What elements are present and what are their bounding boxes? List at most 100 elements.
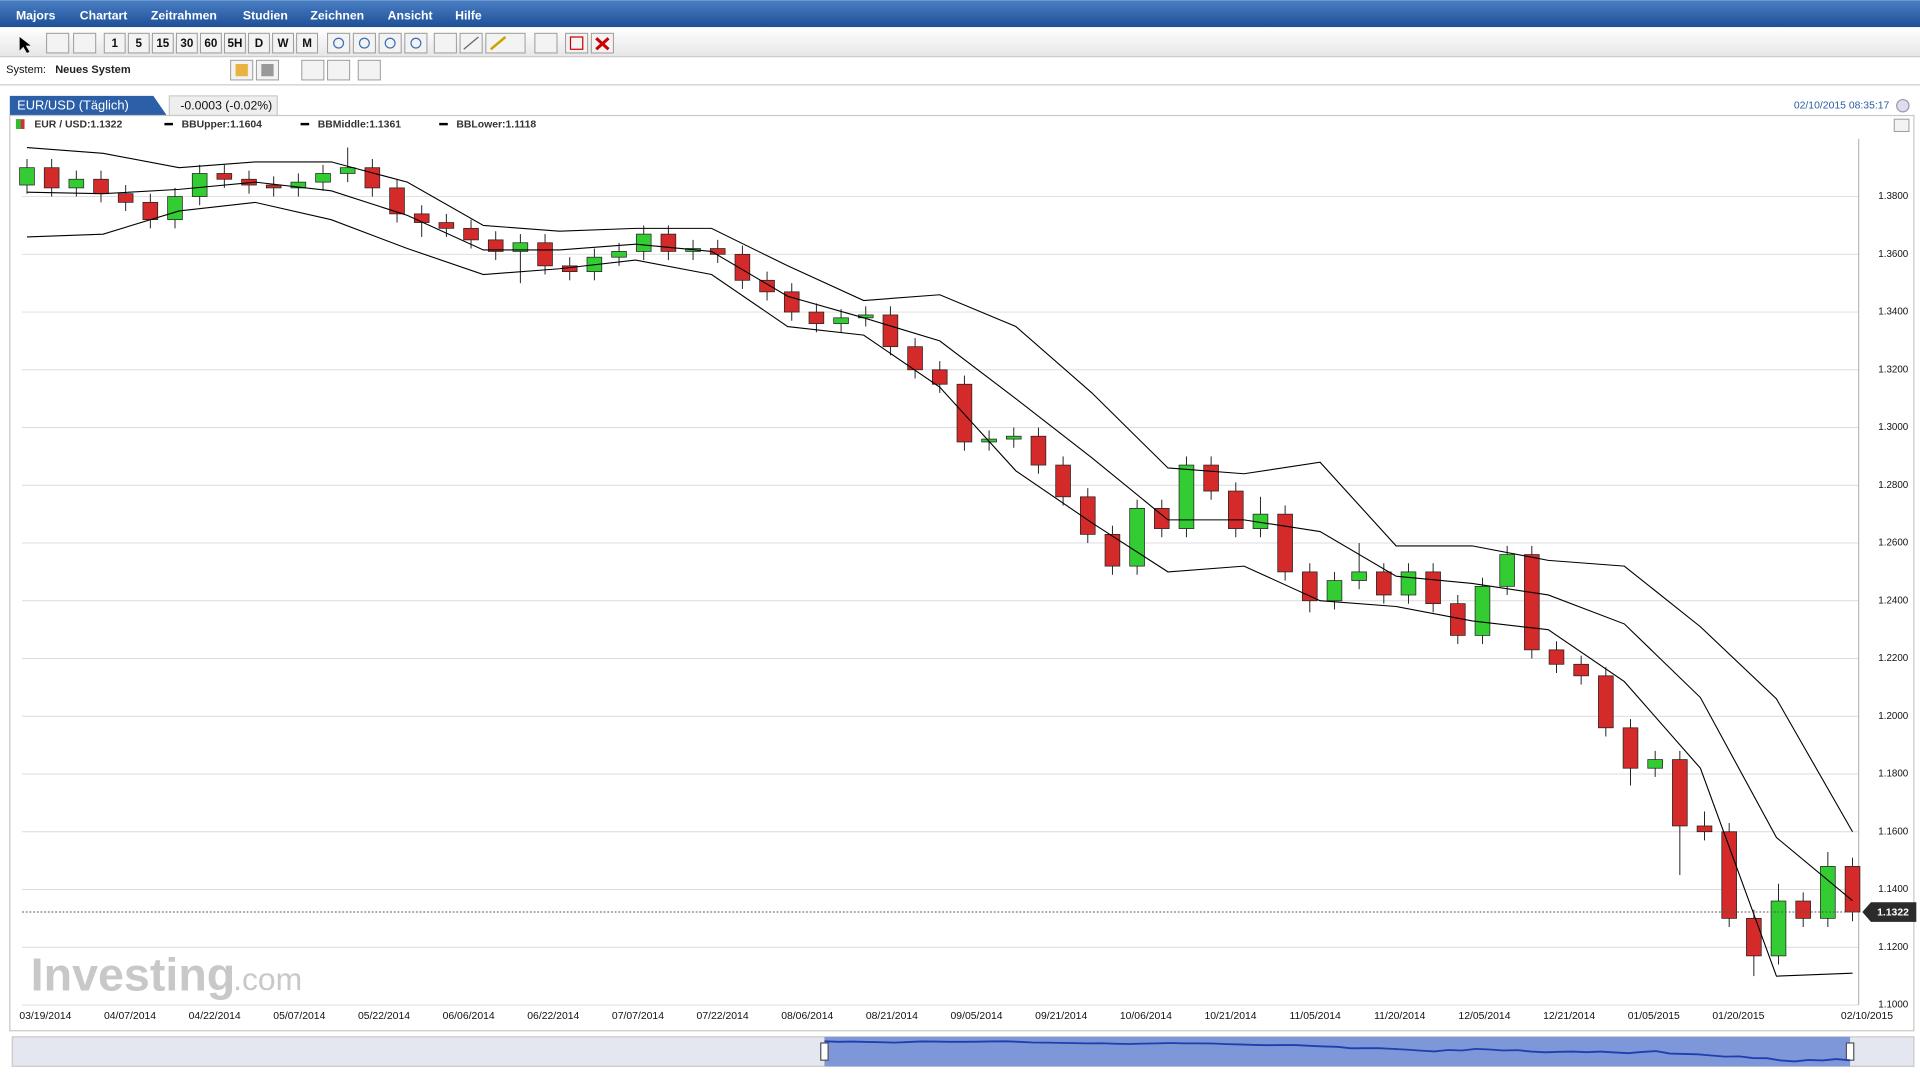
candle-body [1524, 554, 1540, 651]
legend-item: EUR / USD:1.1322 [34, 119, 122, 130]
legend-item: BBUpper:1.1604 [182, 119, 263, 130]
candle-body [1326, 580, 1343, 602]
candle-chart-button[interactable] [73, 32, 97, 54]
system-tools[interactable] [230, 59, 381, 81]
y-tick-label: 1.2400 [1878, 595, 1909, 606]
timestamp: 02/10/2015 08:35:17 [1794, 100, 1890, 111]
interval-button[interactable] [248, 32, 270, 54]
last-price-tag [1862, 902, 1917, 922]
x-tick-label: 09/05/2014 [951, 1011, 1003, 1022]
candle-body [1351, 571, 1367, 581]
menu-item[interactable]: Chartart [80, 8, 128, 22]
menu-item[interactable]: Zeichnen [310, 8, 364, 22]
legend-swatch [300, 122, 310, 126]
candle-body [635, 233, 652, 252]
candle-body [808, 311, 825, 324]
toolbar [0, 27, 1920, 57]
candle-body [1770, 900, 1787, 957]
x-tick-label: 11/20/2014 [1374, 1011, 1426, 1022]
candle-body [463, 227, 479, 241]
interval-label[interactable]: 60 [204, 37, 217, 50]
candle-body [1228, 490, 1244, 529]
y-tick-label: 1.2200 [1878, 653, 1909, 664]
interval-button[interactable] [272, 32, 294, 54]
candle-body [438, 222, 455, 229]
bollinger-band [26, 146, 1854, 833]
candle-body [1598, 675, 1614, 729]
candle-body [1672, 759, 1688, 827]
candle-body [167, 196, 183, 221]
interval-button[interactable] [296, 32, 318, 54]
interval-label[interactable]: 5 [136, 37, 143, 50]
candle-body [1005, 435, 1022, 440]
tab[interactable] [9, 95, 167, 116]
x-tick-label: 04/07/2014 [104, 1011, 156, 1022]
navigator-handle[interactable] [820, 1042, 829, 1061]
x-tick-label: 06/06/2014 [443, 1011, 495, 1022]
candle-body [1548, 649, 1565, 665]
navigator-handle[interactable] [1845, 1042, 1855, 1061]
x-tick-label: 07/07/2014 [612, 1011, 664, 1022]
candle-body [1844, 866, 1861, 913]
interval-button[interactable] [199, 32, 222, 54]
interval-label[interactable]: 30 [180, 37, 193, 50]
interval-label[interactable]: 15 [156, 37, 169, 50]
zoom-tools[interactable] [327, 32, 614, 54]
candle-body [1474, 585, 1491, 636]
menu-item[interactable]: Zeitrahmen [151, 8, 217, 22]
candle-body [537, 242, 553, 267]
tab-title: EUR/USD (Täglich) [17, 98, 129, 113]
legend-swatch [439, 122, 448, 126]
menu-item[interactable]: Majors [16, 8, 56, 22]
candle-body [1154, 508, 1170, 529]
x-tick-label: 05/07/2014 [273, 1011, 325, 1022]
cursor-tool[interactable] [19, 36, 31, 53]
x-tick-label: 09/21/2014 [1035, 1011, 1087, 1022]
minimize-button[interactable] [1893, 118, 1910, 132]
candle-body [1622, 727, 1639, 769]
interval-label[interactable]: 1 [111, 37, 118, 50]
menu-item[interactable]: Studien [243, 8, 288, 22]
watermark-brand: Investing [31, 948, 236, 1000]
interval-label[interactable]: 5H [227, 37, 242, 50]
refresh-button[interactable] [1896, 98, 1910, 113]
x-tick-label: 08/21/2014 [866, 1011, 918, 1022]
candle-body [389, 187, 405, 215]
candle-body [191, 173, 208, 197]
y-tick-label: 1.1200 [1878, 942, 1909, 953]
bar-chart-button[interactable] [46, 32, 70, 54]
menu-item[interactable]: Ansicht [388, 8, 433, 22]
y-tick-label: 1.2000 [1878, 711, 1909, 722]
candle-body [882, 314, 899, 348]
y-tick-label: 1.3600 [1878, 249, 1909, 260]
y-tick-label: 1.3200 [1878, 364, 1909, 375]
interval-button[interactable] [151, 32, 174, 54]
interval-button[interactable] [127, 32, 150, 54]
menu-item[interactable]: Hilfe [455, 8, 482, 22]
candle-body [117, 193, 134, 203]
candle-body [93, 178, 109, 195]
candle-body [1129, 508, 1145, 567]
candle-body [1795, 900, 1811, 919]
interval-button[interactable] [103, 32, 126, 54]
y-tick-label: 1.1400 [1878, 884, 1909, 895]
candle-body [1055, 464, 1071, 498]
candle-body [1647, 759, 1663, 769]
interval-label[interactable]: D [255, 37, 263, 50]
candle-body [1203, 464, 1219, 492]
candle-body [611, 251, 627, 258]
candle-body [1746, 917, 1762, 957]
candle-body [315, 173, 331, 183]
x-tick-label: 12/21/2014 [1543, 1011, 1595, 1022]
x-tick-label: 10/21/2014 [1204, 1011, 1256, 1022]
candle-body [1376, 571, 1392, 596]
candle-body [1499, 554, 1515, 587]
x-tick-label: 11/05/2014 [1290, 1011, 1342, 1022]
interval-label[interactable]: W [278, 37, 289, 50]
interval-label[interactable]: M [302, 37, 312, 50]
interval-button[interactable] [224, 32, 246, 54]
candle-body [364, 167, 381, 189]
x-tick-label: 10/06/2014 [1120, 1011, 1172, 1022]
y-tick-label: 1.3000 [1878, 422, 1909, 433]
interval-button[interactable] [175, 32, 198, 54]
